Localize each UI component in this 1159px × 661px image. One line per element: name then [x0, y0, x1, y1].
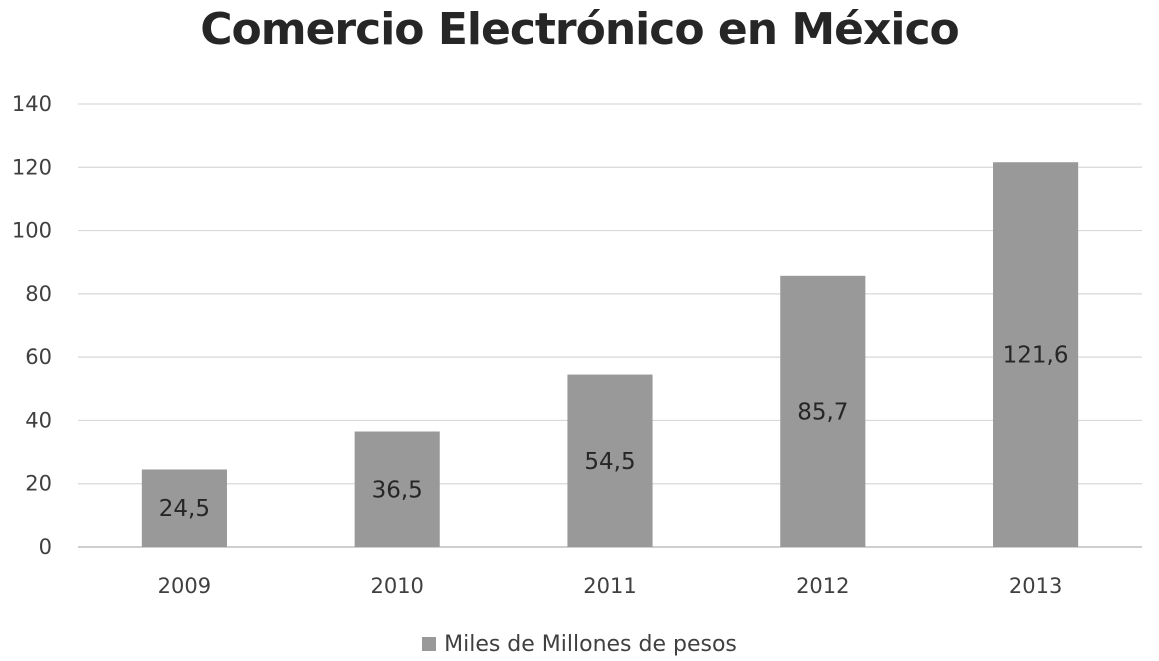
y-tick-label: 40 [25, 408, 52, 432]
bar [993, 162, 1079, 548]
legend: Miles de Millones de pesos [0, 632, 1159, 657]
data-label: 85,7 [797, 399, 848, 425]
data-label: 54,5 [584, 449, 635, 475]
y-tick-label: 80 [25, 282, 52, 306]
bar [567, 374, 653, 547]
data-label: 36,5 [372, 477, 423, 503]
legend-label: Miles de Millones de pesos [444, 632, 737, 657]
y-tick-label: 0 [39, 535, 52, 559]
x-tick-label: 2010 [370, 574, 423, 598]
bar [354, 431, 440, 547]
x-tick-label: 2012 [796, 574, 849, 598]
y-tick-label: 120 [12, 155, 52, 179]
y-tick-label: 100 [12, 219, 52, 243]
y-tick-label: 140 [12, 92, 52, 116]
data-label: 24,5 [159, 496, 210, 522]
x-tick-label: 2011 [583, 574, 636, 598]
x-tick-label: 2009 [158, 574, 211, 598]
legend-swatch [422, 637, 437, 651]
bar [141, 469, 227, 547]
data-label: 121,6 [1003, 343, 1069, 369]
y-tick-label: 60 [25, 345, 52, 369]
y-tick-label: 20 [25, 472, 52, 496]
x-tick-label: 2013 [1009, 574, 1062, 598]
bar [780, 275, 866, 547]
chart-title: Comercio Electrónico en México [200, 4, 960, 55]
